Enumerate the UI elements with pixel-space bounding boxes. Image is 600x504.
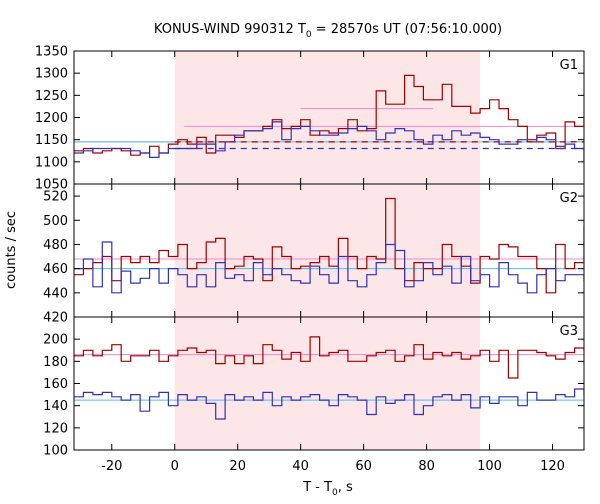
series-0-step [74, 197, 584, 294]
plot-area [74, 336, 584, 420]
y-tick-label: 1150 [35, 133, 68, 148]
series-0-step [74, 74, 584, 156]
y-tick-label: 440 [43, 286, 68, 301]
y-tick-label: 1100 [35, 155, 68, 170]
y-tick-label: 480 [43, 238, 68, 253]
y-tick-label: 100 [43, 444, 68, 459]
series-0-step [74, 336, 584, 379]
y-tick-label: 1250 [35, 89, 68, 104]
y-tick-label: 460 [43, 262, 68, 277]
x-tick-label: 100 [477, 459, 502, 474]
y-tick-label: 1350 [35, 45, 68, 60]
x-tick-label: -20 [101, 459, 122, 474]
panel-label: G3 [560, 324, 578, 339]
panel-g2: 420 440 460 480 500 520 G2 [43, 183, 585, 326]
x-axis-label: T - T0, s [302, 480, 353, 498]
y-tick-label: 500 [43, 214, 68, 229]
series-1-step [74, 388, 584, 420]
y-axis-label: counts / sec [4, 211, 19, 289]
panel-g3: 100 120 140 160 180 200 G3 [43, 316, 585, 459]
y-tick-label: 140 [43, 399, 68, 414]
panel-label: G1 [560, 58, 578, 73]
x-tick-label: 0 [171, 459, 179, 474]
y-tick-label: 120 [43, 421, 68, 436]
x-tick-label: 80 [418, 459, 435, 474]
y-tick-label: 160 [43, 377, 68, 392]
series-1-step [74, 241, 584, 294]
interval-shade [174, 184, 481, 317]
interval-shade [174, 317, 481, 450]
y-tick-label: 200 [43, 333, 68, 348]
x-tick-label: 120 [540, 459, 565, 474]
series-1-step [74, 121, 584, 161]
y-tick-label: 1050 [35, 178, 68, 193]
plot-area [74, 197, 584, 294]
x-tick-label: 20 [229, 459, 246, 474]
y-tick-label: 420 [43, 311, 68, 326]
y-tick-label: 180 [43, 355, 68, 370]
plot-area [74, 74, 584, 161]
y-tick-label: 520 [43, 190, 68, 205]
x-tick-label: 40 [292, 459, 309, 474]
interval-shade [174, 51, 481, 184]
chart-title: KONUS-WIND 990312 T0 = 28570s UT (07:56:… [154, 22, 502, 40]
y-tick-label: 1200 [35, 111, 68, 126]
y-tick-label: 1300 [35, 67, 68, 82]
panel-label: G2 [560, 191, 578, 206]
x-tick-label: 60 [355, 459, 372, 474]
panel-g1: 1050 1100 1150 1200 1250 1300 1350 G1 [35, 45, 585, 193]
